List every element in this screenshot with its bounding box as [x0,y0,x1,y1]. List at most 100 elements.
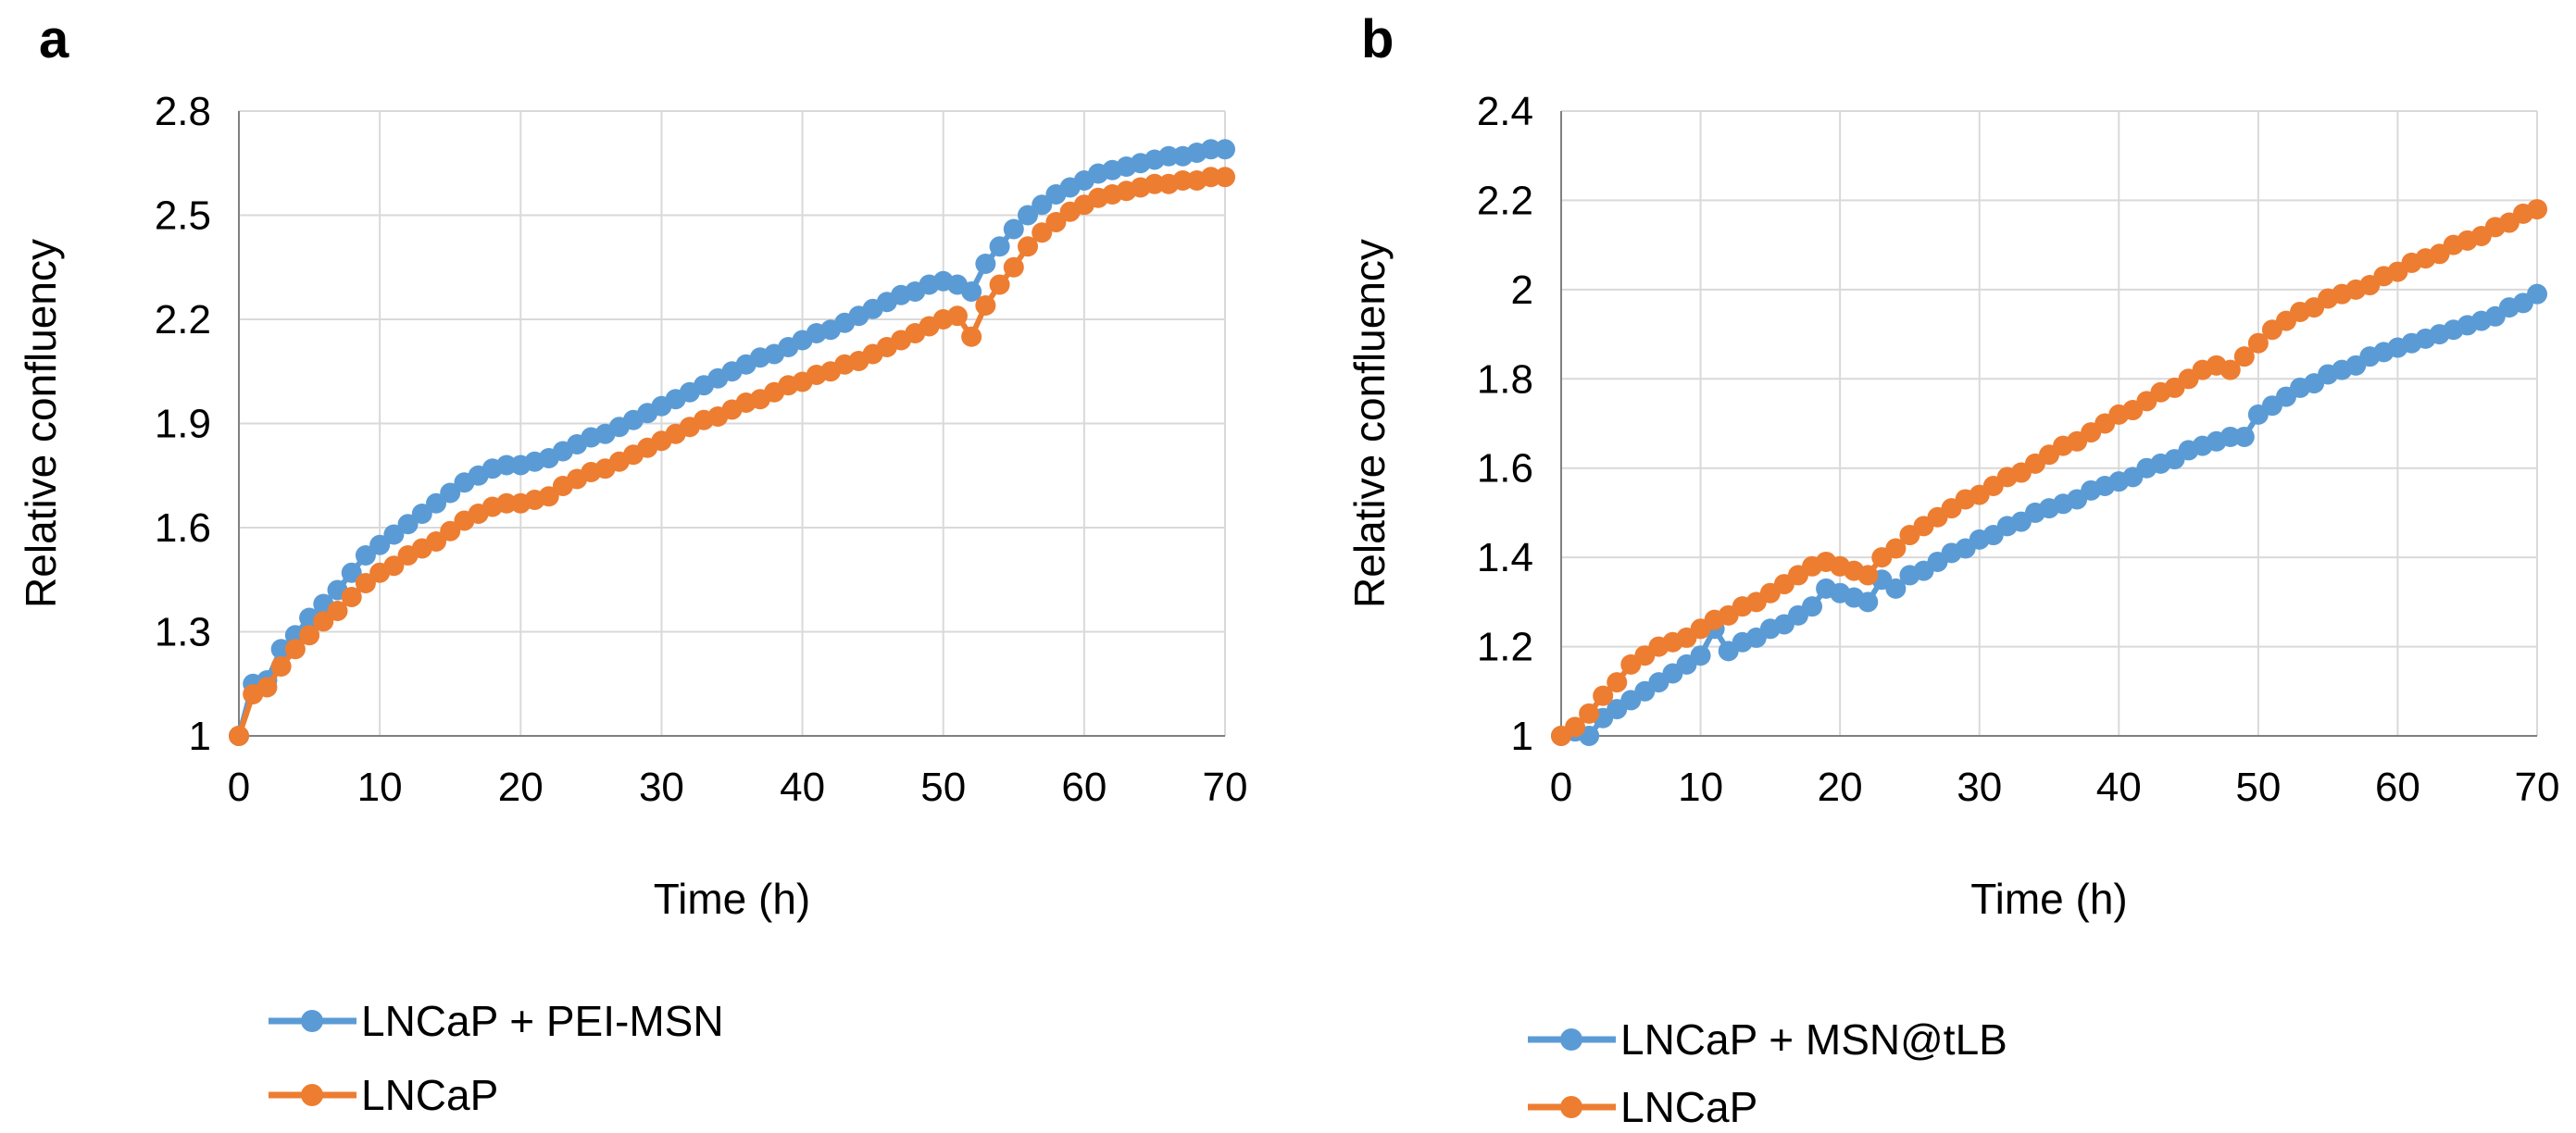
data-point [961,326,982,347]
data-point [229,726,249,746]
data-point [1690,645,1711,666]
data-point [299,625,320,646]
data-point [975,295,996,316]
data-point [1045,212,1067,232]
y-tick-label: 2.2 [155,297,211,342]
data-point [383,555,405,577]
data-point [1802,596,1823,617]
legend: LNCaP + MSN@tLB LNCaP [1528,1015,2007,1131]
y-tick-label: 1.8 [1477,356,1533,402]
data-point [2247,332,2269,354]
data-point [1003,256,1024,278]
data-point [256,677,278,698]
data-point [538,486,559,507]
data-point [341,587,362,607]
data-point [369,534,391,555]
data-point [1018,205,1038,226]
y-tick-label: 2.5 [155,193,211,239]
series-control [1551,199,2547,746]
y-tick-label: 1.6 [155,505,211,551]
data-point [270,639,292,660]
x-tick-label: 0 [1550,765,1572,810]
y-axis-title: Relative confluency [17,239,65,608]
x-tick-label: 30 [1957,765,2002,810]
data-point [1032,194,1053,216]
data-point [989,274,1010,295]
legend-label: LNCaP + PEI-MSN [361,997,724,1045]
chart-panel-a: a 0 10 20 30 40 50 60 70 1 1.3 1.6 1.9 2.2 2.5 2.8 Time … [17,9,1247,1119]
x-tick-label: 20 [1818,765,1863,810]
legend-marker [301,1084,323,1106]
x-tick-label: 40 [2096,765,2142,810]
data-point [1885,578,1907,599]
data-point [1857,591,1879,613]
data-point [426,492,446,514]
x-tick-labels: 0 10 20 30 40 50 60 70 [1550,765,2560,810]
data-point [1885,538,1907,559]
data-point [1565,716,1586,738]
x-tick-label: 50 [2235,765,2281,810]
series-line [236,174,1225,737]
x-tick-label: 10 [1678,765,1723,810]
y-tick-label: 2.4 [1477,89,1533,134]
legend: LNCaP + PEI-MSN LNCaP [269,997,724,1119]
data-point [270,656,292,677]
x-tick-label: 70 [1203,765,1248,810]
data-point [2527,283,2547,305]
series-line [236,146,1225,737]
legend-label: LNCaP + MSN@tLB [1620,1015,2007,1064]
x-axis-title: Time (h) [654,875,811,923]
x-tick-label: 40 [780,765,825,810]
data-point [1593,685,1614,706]
panel-label: b [1361,9,1394,69]
x-axis-title: Time (h) [1970,875,2128,923]
data-point [961,281,982,302]
data-point [1172,170,1194,191]
y-tick-label: 1 [1511,714,1533,759]
data-point [946,305,968,327]
data-point [383,524,405,545]
data-point [1857,565,1879,586]
data-point [341,562,362,583]
series-control [229,167,1235,746]
data-point [496,492,518,514]
x-tick-label: 20 [498,765,544,810]
data-point [2233,426,2255,447]
data-point [1579,703,1600,724]
data-point [496,454,518,476]
data-point [397,514,419,535]
x-tick-label: 60 [1061,765,1107,810]
data-point [1607,672,1628,693]
y-tick-labels: 1 1.3 1.6 1.9 2.2 2.5 2.8 [155,89,211,759]
y-tick-label: 1.3 [155,610,211,655]
y-tick-label: 1.4 [1477,535,1533,580]
data-point [1158,145,1180,167]
y-tick-label: 2.8 [155,89,211,134]
legend-label: LNCaP [361,1071,498,1119]
data-point [284,639,306,660]
x-tick-label: 10 [357,765,403,810]
data-point [1215,167,1235,188]
y-tick-label: 1 [189,714,211,759]
x-tick-labels: 0 10 20 30 40 50 60 70 [228,765,1248,810]
series-treated [1551,283,2547,746]
x-tick-label: 70 [2515,765,2560,810]
data-point [313,611,334,632]
data-point [1018,236,1038,257]
data-point [989,236,1010,257]
data-point [1200,167,1221,188]
data-point [355,545,376,566]
x-tick-label: 50 [920,765,966,810]
data-point [1032,222,1053,243]
data-point [2233,346,2255,367]
data-point [440,520,461,542]
data-point [2220,426,2241,447]
data-point [440,482,461,504]
y-tick-label: 2 [1511,268,1533,313]
y-tick-labels: 1 1.2 1.4 1.6 1.8 2 2.2 2.4 [1477,89,1533,759]
y-tick-label: 1.2 [1477,625,1533,670]
y-tick-label: 2.2 [1477,178,1533,223]
chart-panel-b: b 0 10 20 30 40 50 60 70 1 1.2 1.4 1.6 1.8 2 2.2 2.4 Time… [1345,9,2559,1131]
data-point [1003,218,1024,240]
